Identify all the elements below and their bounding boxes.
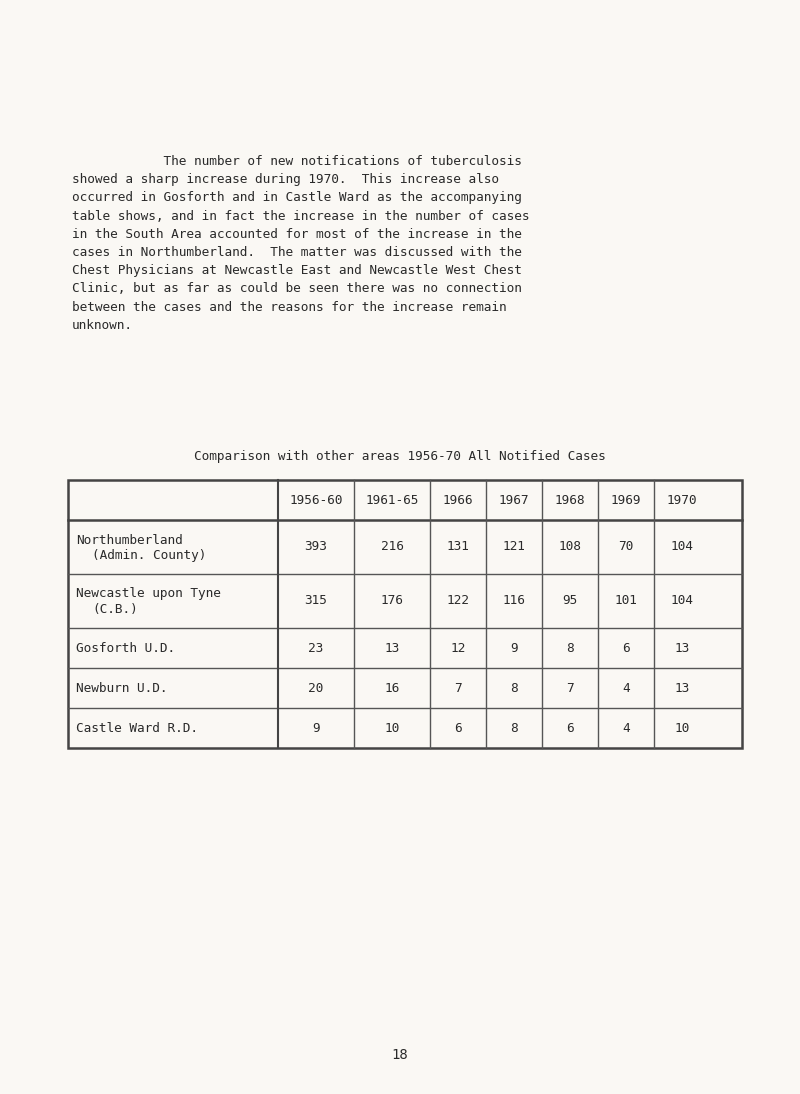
Text: 104: 104: [670, 594, 694, 607]
Text: Comparison with other areas 1956-70 All Notified Cases: Comparison with other areas 1956-70 All …: [194, 450, 606, 463]
Text: table shows, and in fact the increase in the number of cases: table shows, and in fact the increase in…: [72, 210, 530, 222]
Text: 393: 393: [305, 540, 327, 554]
Text: Chest Physicians at Newcastle East and Newcastle West Chest: Chest Physicians at Newcastle East and N…: [72, 264, 522, 277]
Text: 4: 4: [622, 682, 630, 695]
Text: 6: 6: [566, 722, 574, 734]
Text: Clinic, but as far as could be seen there was no connection: Clinic, but as far as could be seen ther…: [72, 282, 522, 295]
Text: (Admin. County): (Admin. County): [92, 549, 206, 562]
Text: 121: 121: [502, 540, 526, 554]
Text: 7: 7: [566, 682, 574, 695]
Text: 9: 9: [510, 641, 518, 654]
Text: 95: 95: [562, 594, 578, 607]
Text: The number of new notifications of tuberculosis: The number of new notifications of tuber…: [72, 155, 522, 168]
Text: 9: 9: [312, 722, 320, 734]
Text: 1969: 1969: [610, 493, 642, 507]
Text: 18: 18: [392, 1048, 408, 1062]
Text: 70: 70: [618, 540, 634, 554]
Text: 176: 176: [381, 594, 403, 607]
Text: 216: 216: [381, 540, 403, 554]
Text: 8: 8: [566, 641, 574, 654]
Text: 10: 10: [384, 722, 400, 734]
Text: 13: 13: [674, 641, 690, 654]
Text: 13: 13: [674, 682, 690, 695]
Text: Northumberland: Northumberland: [76, 534, 182, 547]
Text: 8: 8: [510, 722, 518, 734]
Text: 10: 10: [674, 722, 690, 734]
Text: 12: 12: [450, 641, 466, 654]
Text: 1966: 1966: [442, 493, 474, 507]
Text: 4: 4: [622, 722, 630, 734]
Text: 108: 108: [558, 540, 582, 554]
Bar: [68, 480, 742, 748]
Text: 116: 116: [502, 594, 526, 607]
Text: 7: 7: [454, 682, 462, 695]
Text: 6: 6: [454, 722, 462, 734]
Text: occurred in Gosforth and in Castle Ward as the accompanying: occurred in Gosforth and in Castle Ward …: [72, 191, 522, 205]
Text: in the South Area accounted for most of the increase in the: in the South Area accounted for most of …: [72, 228, 522, 241]
Text: 1968: 1968: [554, 493, 586, 507]
Text: 131: 131: [446, 540, 470, 554]
Text: 122: 122: [446, 594, 470, 607]
Text: 315: 315: [305, 594, 327, 607]
Text: between the cases and the reasons for the increase remain: between the cases and the reasons for th…: [72, 301, 506, 314]
Text: 23: 23: [308, 641, 324, 654]
Text: 16: 16: [384, 682, 400, 695]
Text: 1961-65: 1961-65: [366, 493, 418, 507]
Text: Gosforth U.D.: Gosforth U.D.: [76, 641, 175, 654]
Text: 6: 6: [622, 641, 630, 654]
Text: 104: 104: [670, 540, 694, 554]
Text: Newcastle upon Tyne: Newcastle upon Tyne: [76, 587, 221, 601]
Text: Newburn U.D.: Newburn U.D.: [76, 682, 167, 695]
Text: unknown.: unknown.: [72, 318, 133, 331]
Text: showed a sharp increase during 1970.  This increase also: showed a sharp increase during 1970. Thi…: [72, 173, 499, 186]
Text: cases in Northumberland.  The matter was discussed with the: cases in Northumberland. The matter was …: [72, 246, 522, 259]
Text: Castle Ward R.D.: Castle Ward R.D.: [76, 722, 198, 734]
Text: 1967: 1967: [498, 493, 530, 507]
Text: 1956-60: 1956-60: [290, 493, 342, 507]
Text: (C.B.): (C.B.): [92, 604, 138, 617]
Text: 8: 8: [510, 682, 518, 695]
Text: 101: 101: [614, 594, 638, 607]
Text: 1970: 1970: [666, 493, 698, 507]
Text: 20: 20: [308, 682, 324, 695]
Text: 13: 13: [384, 641, 400, 654]
